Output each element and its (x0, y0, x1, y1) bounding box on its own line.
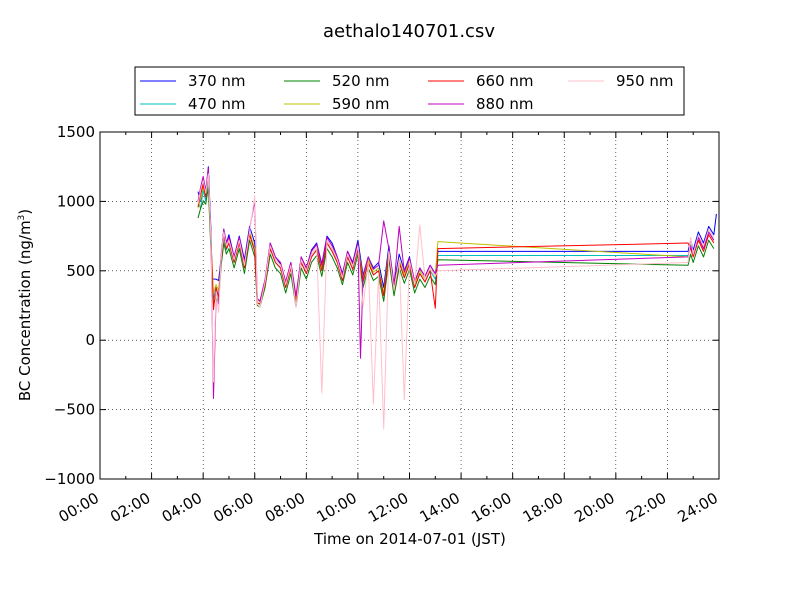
y-axis-label-superscript: 3 (17, 215, 27, 221)
legend-item: 520 nm (284, 72, 390, 90)
series-lines (197, 166, 717, 430)
y-axis-label: BC Concentration (ng/m3) (16, 209, 34, 401)
y-tick-label: −500 (54, 401, 95, 419)
legend-item: 660 nm (428, 72, 534, 90)
y-axis-label-suffix: ) (16, 209, 34, 215)
legend-item: 880 nm (428, 95, 534, 113)
chart-title: aethalo140701.csv (323, 21, 495, 42)
series-line-520-nm (197, 187, 715, 308)
legend-items: 370 nm 470 nm 520 nm 590 nm 660 nm 880 nm 950 … (140, 72, 674, 113)
legend-label: 590 nm (332, 95, 390, 113)
legend-label: 880 nm (476, 95, 534, 113)
legend-item: 950 nm (568, 72, 674, 90)
series-line-880-nm (197, 167, 715, 399)
legend-item: 370 nm (140, 72, 246, 90)
series-line-950-nm (197, 173, 715, 430)
y-tick-label: 500 (66, 262, 95, 280)
series-line-660-nm (197, 170, 715, 311)
legend-label: 660 nm (476, 72, 534, 90)
legend-item: 590 nm (284, 95, 390, 113)
y-axis-label-main: BC Concentration (ng/m (16, 220, 34, 401)
legend-box (134, 66, 685, 116)
y-tick-label: 1500 (57, 123, 95, 141)
y-tick-label: 0 (85, 331, 95, 349)
legend-label: 950 nm (616, 72, 674, 90)
legend-label: 470 nm (188, 95, 246, 113)
legend-item: 470 nm (140, 95, 246, 113)
plot-frame (99, 131, 720, 480)
y-tick-label: 1000 (57, 192, 95, 210)
x-axis-label: Time on 2014-07-01 (JST) (313, 530, 506, 548)
y-tick-labels: −1000 −500 0 500 1000 1500 (44, 123, 95, 488)
y-tick-label: −1000 (44, 470, 95, 488)
legend-label: 520 nm (332, 72, 390, 90)
legend: 370 nm 470 nm 520 nm 590 nm 660 nm 880 nm 950 … (134, 66, 685, 116)
legend-label: 370 nm (188, 72, 246, 90)
